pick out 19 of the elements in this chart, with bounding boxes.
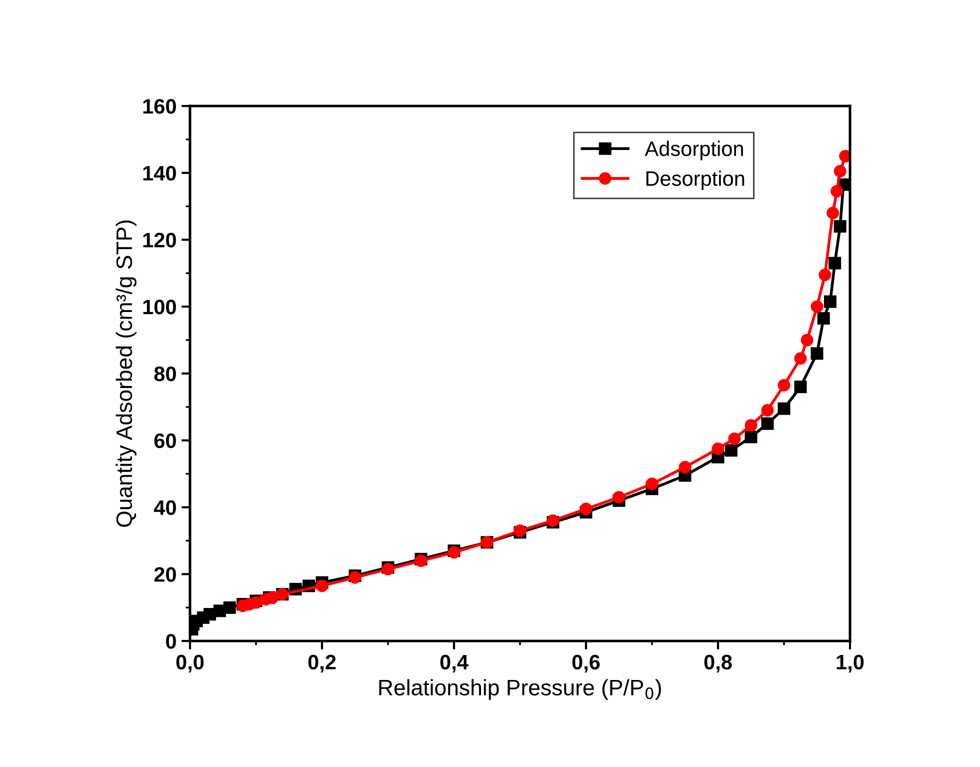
y-tick-label: 60 [154, 433, 176, 448]
y-tick-label: 120 [143, 232, 176, 248]
y-tick-label: 140 [143, 166, 176, 181]
x-axis-title: Relationship Pressure (P/P$_{0}$) [379, 679, 661, 700]
y-tick-label: 20 [154, 567, 176, 582]
x-tick-label: 0,0 [176, 654, 204, 673]
y-axis-title: Quantity Adsorbed (cm³/g STP) [116, 220, 136, 527]
y-tick-label: 40 [154, 500, 176, 516]
y-tick-label: 80 [154, 366, 176, 382]
legend-label: Adsorption [644, 140, 743, 160]
y-tick-label: 160 [143, 99, 176, 114]
x-tick-label: 1,0 [836, 654, 864, 673]
x-tick-label: 0,8 [704, 654, 732, 673]
x-tick-label: 0,4 [440, 654, 468, 673]
y-tick-label: 0 [166, 634, 176, 649]
legend-label: Desorption [646, 170, 744, 190]
x-tick-label: 0,2 [308, 654, 336, 673]
x-tick-label: 0,6 [572, 654, 600, 673]
y-tick-label: 100 [143, 300, 176, 314]
